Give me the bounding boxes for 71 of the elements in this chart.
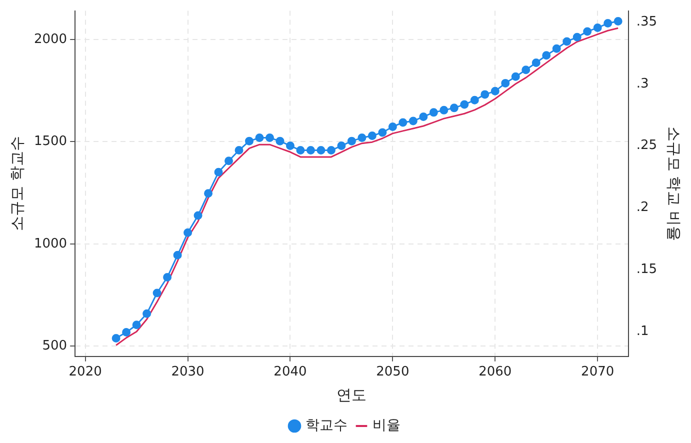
point (470, 96, 479, 104)
y2-tick-label: .2 (636, 200, 649, 216)
point (316, 146, 326, 155)
y-tick-label: 1500 (34, 134, 68, 150)
point (245, 136, 254, 146)
point (419, 112, 428, 121)
point (326, 146, 336, 155)
point (286, 142, 294, 150)
y-axis-title: 소규모 학교수 (8, 136, 26, 231)
point (204, 189, 213, 198)
point (562, 37, 572, 46)
point (480, 90, 490, 99)
point (234, 146, 244, 155)
y2-tick-label: .1 (636, 324, 649, 339)
y-tick-label: 2000 (34, 32, 68, 47)
point (214, 168, 223, 176)
point (552, 44, 561, 53)
point (604, 19, 612, 28)
point (142, 309, 152, 318)
point (388, 122, 397, 131)
point (276, 136, 284, 146)
point (522, 66, 530, 74)
point (398, 118, 408, 127)
point (460, 100, 469, 109)
y2-tick-label: .35 (636, 14, 658, 30)
point (112, 334, 120, 342)
point (132, 320, 141, 330)
point (440, 106, 448, 114)
legend-label: 비율 (372, 418, 400, 434)
point (378, 128, 387, 137)
point (194, 211, 202, 220)
point (490, 86, 500, 96)
x-axis-title: 연도 (336, 386, 367, 404)
point (347, 136, 356, 146)
point (450, 104, 458, 112)
point (429, 108, 438, 117)
y-tick-label: 1000 (34, 236, 68, 252)
y2-tick-label: .15 (636, 262, 658, 278)
x-tick-label: 2040 (274, 364, 307, 380)
y2-tick-label: .3 (636, 76, 649, 92)
point (296, 146, 305, 155)
x-tick-label: 2030 (171, 364, 204, 380)
point (184, 228, 192, 237)
y-tick-label: 500 (42, 338, 68, 354)
point (224, 156, 234, 166)
point (173, 250, 182, 260)
point (306, 146, 315, 155)
point (337, 142, 346, 150)
x-tick-label: 2050 (376, 364, 410, 380)
point (122, 328, 131, 337)
point (593, 24, 602, 32)
point (583, 27, 592, 36)
y2-tick-label: .25 (636, 138, 658, 154)
point (501, 78, 510, 88)
point (408, 116, 418, 126)
x-tick-label: 2070 (581, 364, 614, 380)
x-tick-label: 2020 (68, 364, 102, 380)
point (255, 134, 264, 142)
legend-label: 학교수 (306, 418, 348, 434)
point (152, 288, 162, 298)
point (368, 132, 376, 140)
y2-axis-title: 소규모 학교 비율 (665, 126, 684, 241)
point (532, 58, 540, 67)
x-tick-label: 2060 (478, 364, 512, 380)
point (542, 51, 551, 60)
point (572, 32, 582, 42)
point (614, 16, 622, 26)
point (511, 72, 520, 81)
point (358, 134, 366, 142)
point (265, 134, 274, 142)
point (163, 273, 172, 282)
